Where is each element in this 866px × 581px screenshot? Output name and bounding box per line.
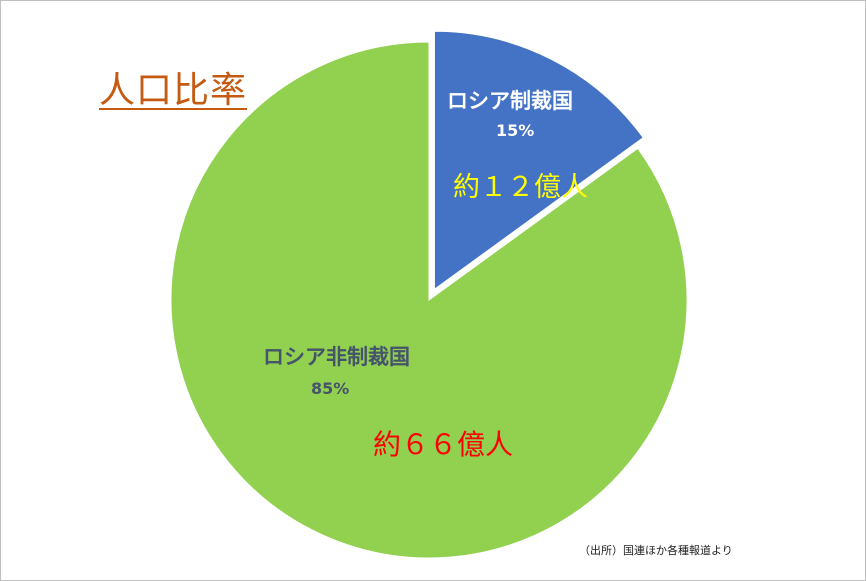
source-note: （出所）国連ほか各種報道より — [579, 544, 733, 557]
chart-title: 人口比率 — [99, 70, 248, 111]
slice-label-non-sanctioning: ロシア非制裁国 — [263, 345, 410, 369]
slice-annotation-sanctioning: 約１２億人 — [453, 172, 588, 203]
slice-value-sanctioning: 15% — [496, 121, 535, 140]
pie-slice-sanctioning — [433, 30, 644, 291]
slice-value-non-sanctioning: 85% — [311, 379, 350, 398]
slice-label-sanctioning: ロシア制裁国 — [447, 89, 573, 113]
pie-slice-non-sanctioning — [170, 41, 688, 559]
slice-annotation-non-sanctioning: 約６６億人 — [373, 428, 514, 461]
